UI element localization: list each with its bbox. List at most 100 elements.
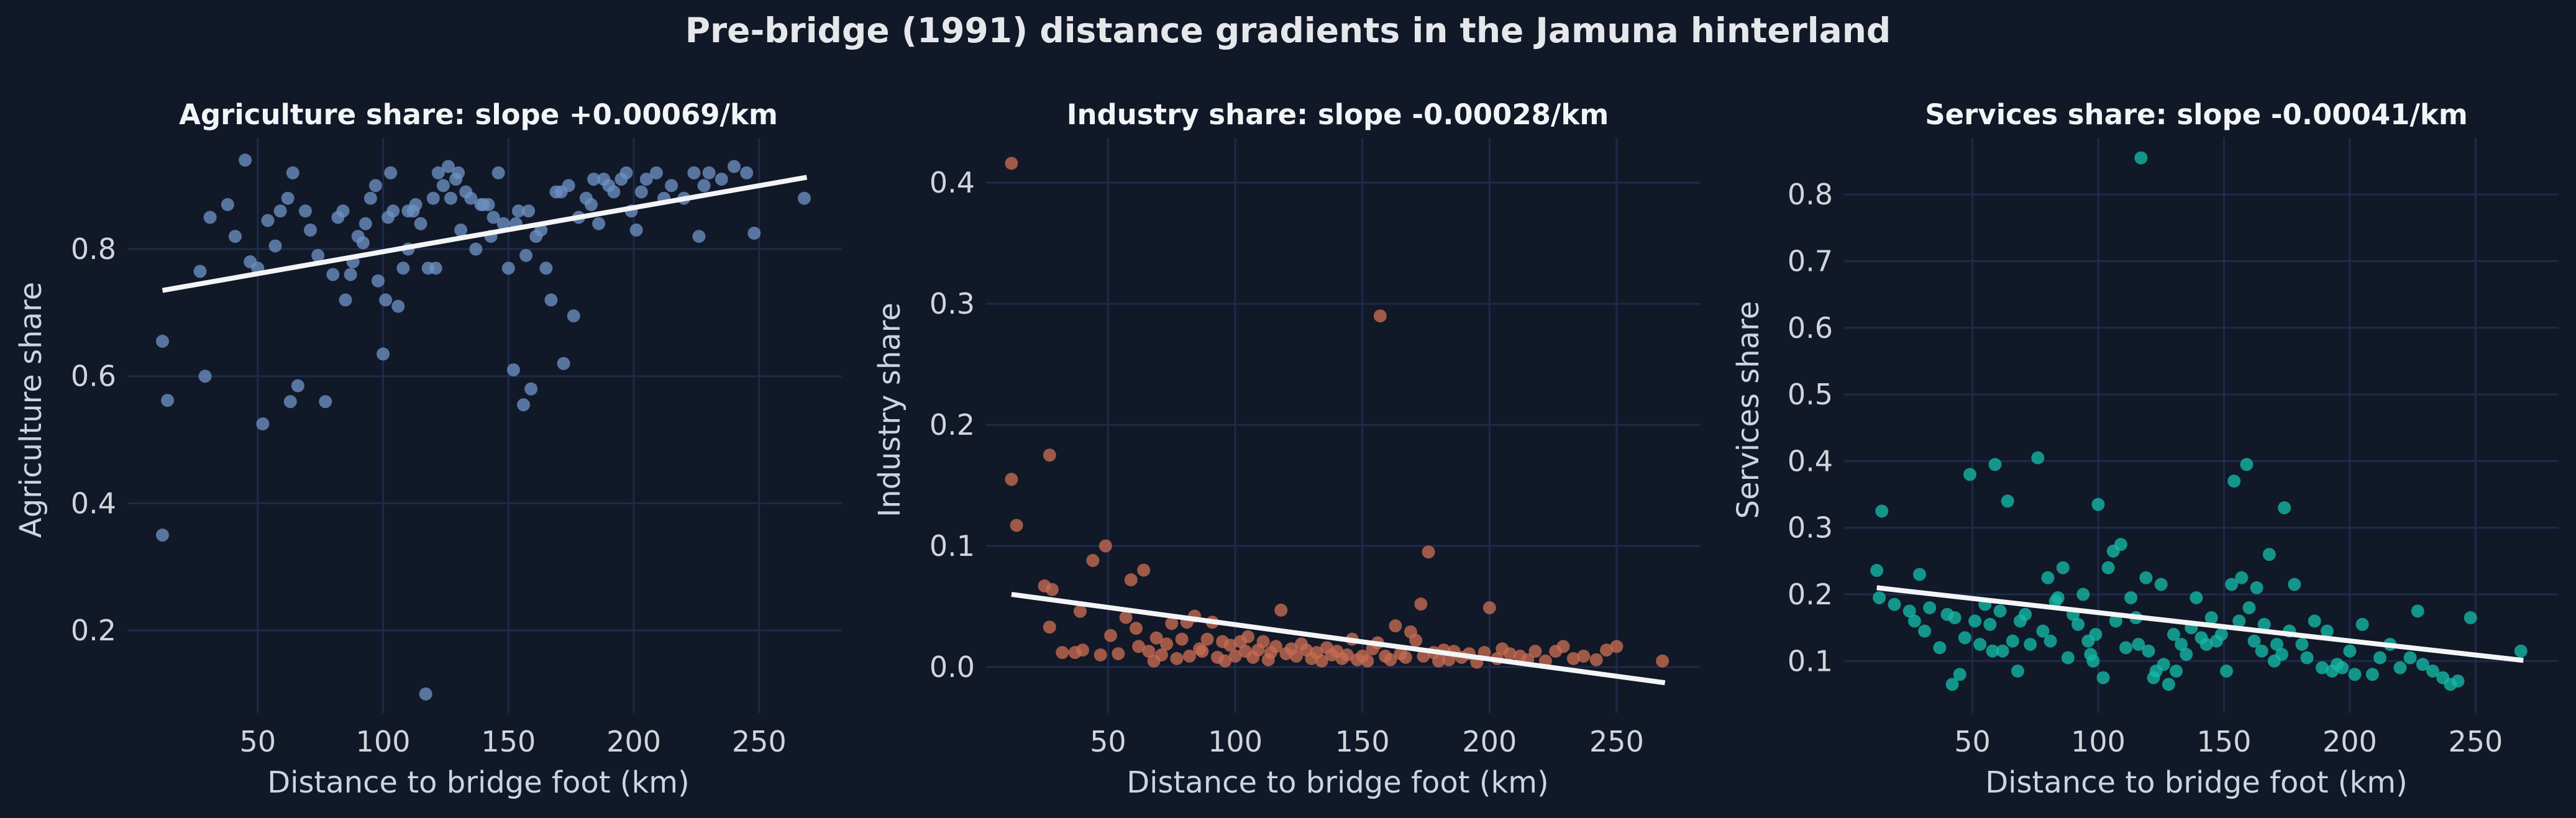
scatter-point-services bbox=[2089, 627, 2103, 641]
scatter-point-agriculture bbox=[239, 153, 252, 167]
panel-services: Services share: slope -0.00041/km Distan… bbox=[1731, 98, 2559, 800]
scatter-point-industry bbox=[1056, 646, 1069, 660]
scatter-point-agriculture bbox=[634, 185, 648, 199]
scatter-point-agriculture bbox=[319, 395, 332, 409]
scatter-point-agriculture bbox=[291, 379, 304, 393]
scatter-point-agriculture bbox=[665, 179, 678, 193]
scatter-point-agriculture bbox=[381, 211, 395, 224]
scatter-point-services bbox=[2348, 668, 2362, 681]
scatter-point-industry bbox=[1256, 635, 1270, 648]
scatter-point-services bbox=[1912, 568, 1926, 581]
x-tick-label-industry: 150 bbox=[1335, 725, 1390, 758]
scatter-point-industry bbox=[1132, 640, 1146, 653]
scatter-point-agriculture bbox=[557, 357, 570, 370]
scatter-point-agriculture bbox=[506, 363, 520, 376]
plot-area-agriculture: 50 100 150 200 250 0.2 0.4 0.6 0.8 bbox=[71, 138, 842, 758]
scatter-point-agriculture bbox=[344, 268, 357, 281]
scatter-point-industry bbox=[1223, 638, 1237, 652]
scatter-point-services bbox=[1968, 614, 1982, 628]
scatter-point-agriculture bbox=[401, 204, 415, 218]
scatter-point-services bbox=[2320, 624, 2334, 638]
scatter-point-industry bbox=[1005, 157, 1018, 170]
scatter-point-agriculture bbox=[372, 274, 385, 288]
scatter-point-industry bbox=[1274, 603, 1288, 617]
scatter-point-services bbox=[2024, 637, 2037, 651]
x-tick-label-services: 250 bbox=[2448, 725, 2503, 758]
scatter-point-services bbox=[2242, 601, 2256, 614]
scatter-point-industry bbox=[1218, 654, 1232, 668]
scatter-point-services bbox=[2041, 571, 2055, 584]
scatter-point-agriculture bbox=[464, 191, 478, 205]
scatter-point-agriculture bbox=[692, 230, 706, 243]
x-axis-label-industry: Distance to bridge foot (km) bbox=[1126, 765, 1549, 800]
scatter-point-services bbox=[1918, 624, 1932, 638]
scatter-point-services bbox=[2056, 561, 2070, 575]
scatter-point-industry bbox=[1361, 654, 1374, 668]
scatter-point-services bbox=[2167, 627, 2180, 641]
scatter-point-services bbox=[2355, 617, 2369, 631]
panel-title-industry: Industry share: slope -0.00028/km bbox=[1067, 98, 1609, 131]
scatter-point-services bbox=[2175, 637, 2188, 651]
y-tick-label-agriculture: 0.2 bbox=[71, 614, 116, 647]
scatter-point-industry bbox=[1098, 539, 1112, 553]
scatter-point-services bbox=[2091, 498, 2105, 511]
scatter-point-services bbox=[1963, 468, 1976, 481]
scatter-point-services bbox=[1973, 637, 1987, 651]
scatter-point-agriculture bbox=[511, 204, 525, 218]
scatter-point-agriculture bbox=[562, 179, 575, 193]
scatter-point-services bbox=[2142, 644, 2155, 658]
scatter-point-agriculture bbox=[261, 214, 275, 227]
scatter-point-agriculture bbox=[702, 166, 716, 180]
scatter-point-services bbox=[2278, 501, 2291, 515]
scatter-point-industry bbox=[1399, 650, 1412, 664]
scatter-point-services bbox=[2132, 637, 2145, 651]
scatter-point-industry bbox=[1154, 648, 1168, 661]
scatter-point-industry bbox=[1129, 622, 1143, 635]
figure-title: Pre-bridge (1991) distance gradients in … bbox=[685, 11, 1891, 50]
scatter-point-agriculture bbox=[377, 347, 390, 361]
scatter-point-agriculture bbox=[384, 166, 398, 180]
scatter-point-agriculture bbox=[298, 204, 312, 218]
x-tick-label-agriculture: 50 bbox=[240, 725, 276, 758]
scatter-point-industry bbox=[1010, 519, 1023, 532]
scatter-point-services bbox=[2219, 664, 2233, 678]
scatter-point-agriculture bbox=[304, 223, 317, 237]
scatter-point-services bbox=[2270, 637, 2283, 651]
scatter-point-agriculture bbox=[482, 198, 495, 211]
scatter-point-industry bbox=[1432, 654, 1445, 668]
scatter-point-services bbox=[2051, 591, 2065, 604]
y-tick-label-services: 0.2 bbox=[1788, 578, 1833, 611]
scatter-point-industry bbox=[1482, 601, 1496, 614]
plot-area-industry: 50 100 150 200 250 0.0 0.1 0.2 0.3 0.4 bbox=[929, 138, 1701, 758]
scatter-point-agriculture bbox=[326, 268, 340, 281]
x-tick-label-services: 100 bbox=[2071, 725, 2126, 758]
x-tick-label-industry: 50 bbox=[1090, 725, 1126, 758]
scatter-point-agriculture bbox=[524, 382, 538, 396]
scatter-point-agriculture bbox=[697, 179, 711, 193]
scatter-point-agriculture bbox=[336, 204, 350, 218]
scatter-point-agriculture bbox=[740, 166, 754, 180]
scatter-point-agriculture bbox=[607, 185, 621, 199]
scatter-point-agriculture bbox=[491, 166, 505, 180]
scatter-point-services bbox=[1988, 458, 2002, 471]
scatter-point-services bbox=[2162, 678, 2175, 691]
scatter-point-industry bbox=[1160, 637, 1174, 651]
y-axis-label-agriculture: Agriculture share bbox=[14, 282, 48, 538]
scatter-point-services bbox=[2180, 648, 2193, 661]
scatter-point-agriculture bbox=[436, 179, 450, 193]
y-tick-label-services: 0.4 bbox=[1788, 444, 1833, 478]
scatter-point-agriculture bbox=[391, 299, 405, 313]
scatter-point-agriculture bbox=[379, 293, 393, 307]
y-tick-label-industry: 0.2 bbox=[929, 408, 975, 442]
scatter-point-services bbox=[2336, 661, 2349, 675]
scatter-point-services bbox=[2214, 627, 2228, 641]
y-axis-label-industry: Industry share bbox=[872, 302, 907, 517]
y-tick-label-agriculture: 0.6 bbox=[71, 360, 116, 393]
fit-line-industry bbox=[1011, 591, 1666, 686]
scatter-point-agriculture bbox=[419, 687, 432, 701]
scatter-point-services bbox=[2227, 475, 2241, 488]
y-axis-label-services: Services share bbox=[1731, 301, 1766, 519]
scatter-point-services bbox=[2086, 654, 2100, 668]
scatter-point-services bbox=[2190, 591, 2203, 604]
